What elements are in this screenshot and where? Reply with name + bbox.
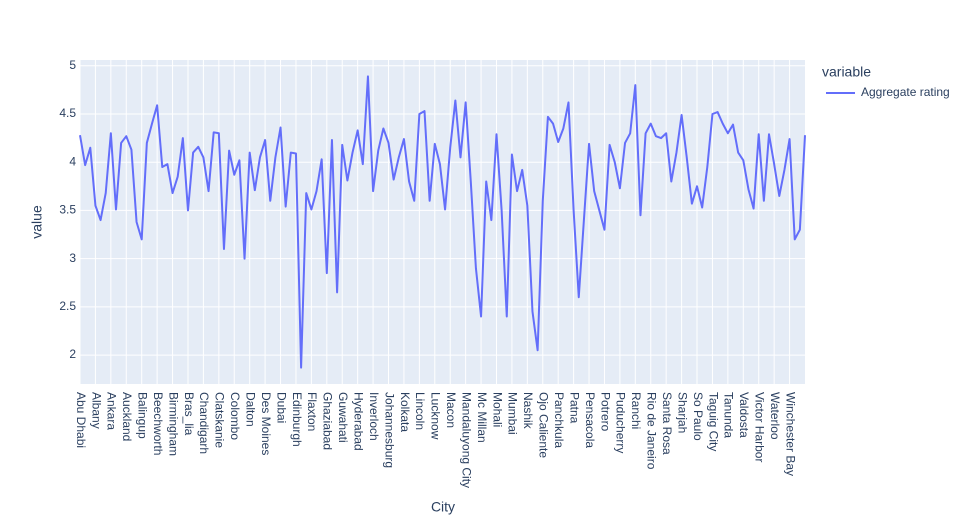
x-tick-label: Valdosta <box>737 392 751 438</box>
x-tick-label: Victor Harbor <box>753 392 767 462</box>
x-tick-label: Birmingham <box>166 392 180 456</box>
x-tick-label: Ghaziabad <box>321 392 335 450</box>
x-tick-label: Pensacola <box>583 392 597 448</box>
x-tick-label: Lucknow <box>429 392 443 440</box>
y-tick-label: 4.5 <box>59 106 76 120</box>
x-tick-label: Edinburgh <box>290 392 304 447</box>
y-tick-label: 2 <box>69 347 76 361</box>
x-tick-label: Hyderabad <box>351 392 365 451</box>
x-tick-label: Inverloch <box>367 392 381 441</box>
legend-title: variable <box>822 64 871 80</box>
x-tick-label: Balingup <box>136 392 150 439</box>
x-tick-label: Rio de Janeiro <box>645 392 659 470</box>
plot-background <box>80 60 805 384</box>
x-tick-label: Colombo <box>228 392 242 440</box>
x-tick-label: Kolkata <box>398 392 412 432</box>
y-tick-label: 2.5 <box>59 299 76 313</box>
line <box>79 75 806 369</box>
x-tick-label: Tanunda <box>722 392 736 438</box>
x-tick-label: Ranchi <box>629 392 643 429</box>
x-tick-label: Patna <box>567 392 581 424</box>
x-tick-label: So Paulo <box>691 392 705 441</box>
x-tick-label: Auckland <box>120 392 134 441</box>
x-tick-label: Mc Millan <box>475 392 489 443</box>
x-tick-label: Taguig City <box>706 392 720 451</box>
x-tick-label: Panchkula <box>552 392 566 448</box>
x-tick-label: Potrero <box>598 392 612 432</box>
legend-label: Aggregate rating <box>861 85 950 99</box>
x-tick-label: Waterloo <box>768 392 782 440</box>
x-tick-label: Mandaluyong City <box>459 392 473 488</box>
x-tick-label: Santa Rosa <box>660 392 674 455</box>
x-tick-label: Nashik <box>521 392 535 430</box>
x-tick-label: Dalton <box>244 392 258 427</box>
x-tick-label: Clatskanie <box>213 392 227 448</box>
x-tick-label: Johannesburg <box>382 392 396 468</box>
x-tick-label: Abu Dhabi <box>74 392 88 448</box>
x-tick-label: Ojo Caliente <box>537 392 551 458</box>
x-tick-label: Puducherry <box>614 392 628 453</box>
x-tick-label: Winchester Bay <box>783 392 797 476</box>
x-tick-label: Lincoln <box>413 392 427 430</box>
x-tick-label: Guwahati <box>336 392 350 443</box>
x-tick-label: Ankara <box>105 392 119 430</box>
x-tick-label: Chandigarh <box>197 392 211 454</box>
x-tick-label: Mumbai <box>506 392 520 435</box>
y-axis-title: value <box>29 205 45 239</box>
x-tick-label: Mohali <box>490 392 504 427</box>
x-tick-label: Macon <box>444 392 458 428</box>
x-axis-title: City <box>431 499 455 515</box>
x-tick-label: Albany <box>89 392 103 429</box>
x-tick-label: Flaxton <box>305 392 319 431</box>
y-tick-label: 4 <box>69 154 76 168</box>
y-tick-label: 3.5 <box>59 203 76 217</box>
x-tick-label: Sharjah <box>675 392 689 433</box>
y-tick-label: 5 <box>69 58 76 72</box>
x-tick-label: Beechworth <box>151 392 165 455</box>
x-tick-label: Des Moines <box>259 392 273 455</box>
y-tick-label: 3 <box>69 251 76 265</box>
x-tick-label: Bras_lia <box>182 392 196 436</box>
x-tick-label: Dubai <box>274 392 288 423</box>
